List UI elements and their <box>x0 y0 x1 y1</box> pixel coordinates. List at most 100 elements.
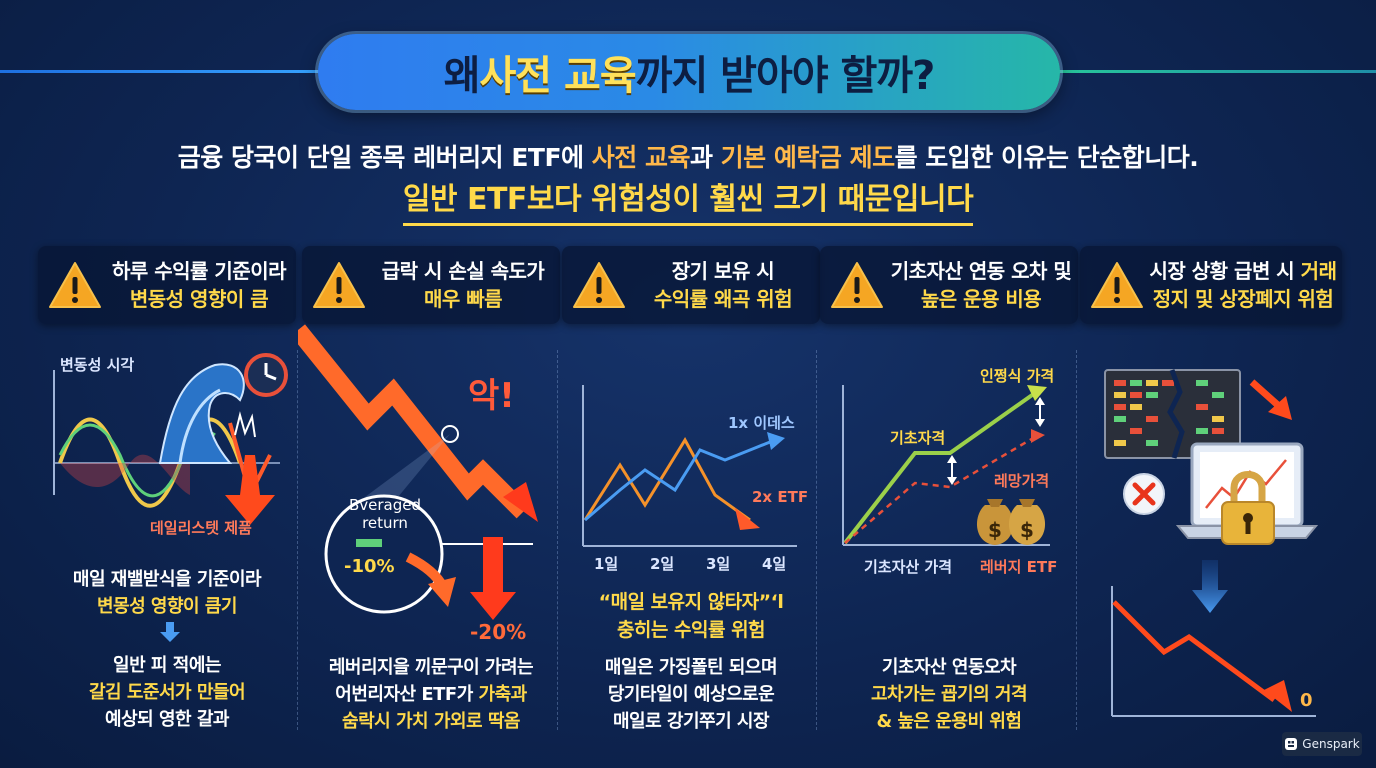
down-arrow-icon <box>160 622 180 642</box>
trading-halt-illustration <box>1104 369 1319 545</box>
card-line: 장기 보유 시 <box>671 259 775 283</box>
lens-label-line: return <box>362 514 408 532</box>
col2-text-highlight: 숨락시 가치 가외로 딱옴 <box>342 711 520 732</box>
col3-quote-line: 충히는 수익률 위험 <box>616 619 766 641</box>
day-label: 3일 <box>706 555 731 573</box>
title-line-left <box>0 70 330 73</box>
warning-icon <box>49 262 101 308</box>
col4-text-highlight: 고차가는 굡기의 거격 <box>870 684 1028 705</box>
col2-text-line: 레버리지을 끼문구이 가려는 <box>328 657 534 678</box>
column-divider <box>1076 350 1077 730</box>
col3-text-line: 매일은 가징폴틴 되으며 <box>604 657 778 678</box>
tracking-error-illustration: $ $ <box>842 385 1050 546</box>
money-bag-icon: $ <box>976 499 1014 545</box>
intro-emphasis: 일반 ETF보다 위험성이 훨씬 크기 때문입니다 <box>402 182 974 226</box>
card-line: 시장 상황 급변 시 <box>1149 259 1301 283</box>
column-divider <box>816 350 817 730</box>
title-line-right <box>1046 70 1376 73</box>
card-line-highlight: 변동성 영향이 큼 <box>129 287 269 311</box>
col3-quote-line: “매일 보유지 않타자” <box>598 591 772 613</box>
leverage-price-label: 레망가격 <box>994 472 1050 490</box>
svg-text:$: $ <box>1020 518 1034 542</box>
watermark-text: Genspark <box>1302 737 1360 751</box>
zero-label: 0 <box>1300 690 1313 711</box>
col3-text: 매일은 가징폴틴 되으며 당기타일이 예상으로운 매일로 강기쭈기 시장 <box>562 654 820 735</box>
down-arrow-icon <box>1192 560 1228 613</box>
col3-quote: “매일 보유지 않타자”‘l 충히는 수익률 위험 <box>562 588 820 644</box>
intro-text: 과 <box>689 143 721 172</box>
money-bag-icon: $ <box>1008 499 1046 545</box>
intro-highlight: 사전 교육 <box>591 143 691 172</box>
col1-text-line: 매일 재밸받식을 기준이라 <box>72 569 262 590</box>
intro-text: 를 도입한 이유는 단순합니다. <box>894 143 1199 172</box>
card-line: 기초자산 연동 오차 및 <box>890 259 1072 283</box>
series-2x-label: 2x ETF <box>752 488 809 506</box>
base-price-label: 기초자격 <box>890 429 946 447</box>
page-title: 왜 사전 교육 까지 받아야 할까? <box>318 34 1060 110</box>
title-text-pre: 왜 <box>443 53 481 99</box>
axis-right-label: 레버지 ETF <box>980 558 1058 576</box>
col3-text-line: 매일로 강기쭈기 시장 <box>612 711 770 732</box>
col4-text-line: 기초자산 연동오차 <box>881 657 1017 678</box>
warning-icon <box>573 262 625 308</box>
card-line-highlight: 높은 운용 비용 <box>920 287 1042 311</box>
nav-price-label: 인쩡식 가격 <box>980 367 1055 385</box>
axis-left-label: 기초자산 가격 <box>864 558 953 576</box>
card-line: 급락 시 손실 속도가 <box>381 259 545 283</box>
intro-line-2: 일반 ETF보다 위험성이 훨씬 크기 때문입니다 <box>0 174 1376 226</box>
day-label: 1일 <box>594 555 619 573</box>
intro-line-1: 금융 당국이 단일 종목 레버리지 ETF에 사전 교육과 기본 예탁금 제도를… <box>0 138 1376 174</box>
card-line-highlight: 거래 <box>1300 259 1337 283</box>
col1-text-highlight: 갈김 도준서가 만들어 <box>88 682 246 703</box>
delisting-chart-illustration <box>1111 586 1316 717</box>
volatility-wave-illustration <box>53 353 288 525</box>
compare-chart-illustration <box>582 385 797 547</box>
col4-text-highlight: & 높은 운용비 위험 <box>876 711 1022 732</box>
col1-text-highlight: 변몽성 영향이 큼기 <box>96 596 238 617</box>
series-1x-label: 1x 이데스 <box>728 414 795 432</box>
warning-icon <box>831 262 883 308</box>
col3-text-line: 당기타일이 예상으로운 <box>607 684 775 705</box>
loss-10-label: -10% <box>344 556 395 577</box>
daily-product-label: 데일리스텟 제품 <box>150 519 252 537</box>
col2-text-line: 어번리자산 ETF가 <box>335 684 479 705</box>
card-line-highlight: 매우 빠름 <box>423 287 503 311</box>
warning-icon <box>1091 262 1143 308</box>
exclamation-label: 악! <box>468 376 515 416</box>
genspark-logo-icon <box>1285 738 1298 750</box>
card-line-highlight: 정지 및 상장폐지 위험 <box>1152 287 1334 311</box>
col1-text-top: 매일 재밸받식을 기준이라 변몽성 영향이 큼기 <box>38 566 296 620</box>
col1-text-line: 예상되 영한 갈과 <box>105 709 229 730</box>
close-icon <box>1123 473 1165 515</box>
card-line: 하루 수익률 기준이라 <box>111 259 287 283</box>
col3-quote-mark: ‘l <box>770 591 784 613</box>
title-highlight: 사전 교육 <box>479 53 637 99</box>
col2-text: 레버리지을 끼문구이 가려는 어번리자산 ETF가 가축과 숨락시 가치 가외로… <box>302 654 560 735</box>
intro-text: 금융 당국이 단일 종목 레버리지 ETF에 <box>177 143 592 172</box>
column-divider <box>557 350 558 730</box>
day-label: 4일 <box>762 555 787 573</box>
col2-text-highlight: 가축과 <box>478 684 528 705</box>
intro-highlight: 기본 예탁금 제도 <box>720 143 895 172</box>
lens-label: Bveraged return <box>340 496 430 532</box>
card-line-highlight: 수익률 왜곡 위험 <box>653 287 793 311</box>
col4-text: 기초자산 연동오차 고차가는 굡기의 거격 & 높은 운용비 위험 <box>820 654 1078 735</box>
lens-label-line: Bveraged <box>348 496 422 514</box>
crash-arrow-illustration <box>298 324 538 620</box>
title-text-post: 까지 받아야 할까? <box>635 53 936 99</box>
svg-text:$: $ <box>988 518 1002 542</box>
volatility-label: 변동성 시각 <box>60 356 135 374</box>
watermark: Genspark <box>1282 732 1362 756</box>
stock-board-icon <box>1104 369 1241 459</box>
col1-text-line: 일반 피 적에는 <box>113 655 221 676</box>
column-divider <box>297 350 298 730</box>
warning-icon <box>313 262 365 308</box>
day-label: 2일 <box>650 555 675 573</box>
lock-icon <box>1221 471 1275 545</box>
loss-20-label: -20% <box>470 620 527 644</box>
